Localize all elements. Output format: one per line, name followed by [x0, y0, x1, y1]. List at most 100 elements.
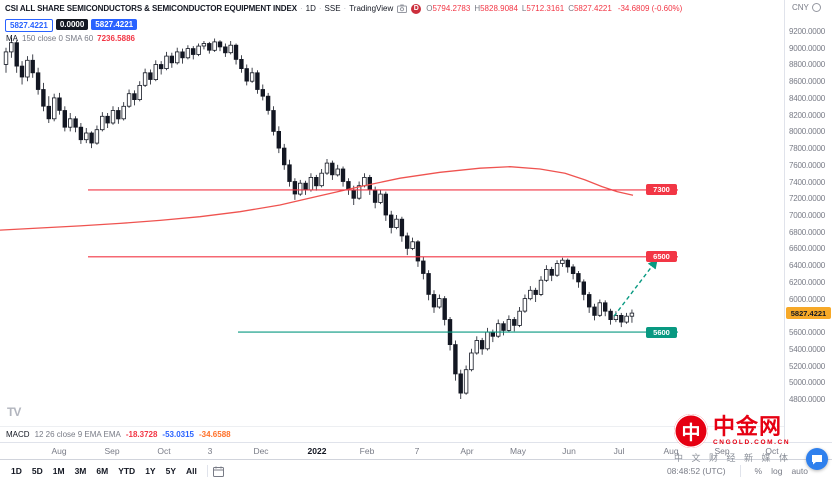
separator-dot: · [299, 4, 303, 13]
high-value: 5828.9084 [480, 4, 518, 13]
price-label-blue[interactable]: 5827.4221 [91, 19, 138, 30]
range-button-1m[interactable]: 1M [52, 466, 65, 476]
range-button-1d[interactable]: 1D [11, 466, 22, 476]
tradingview-brand-label: TradingView [349, 4, 394, 13]
price-axis-label: 8000.0000 [789, 127, 826, 137]
close-label: C [568, 4, 574, 13]
exchange-label[interactable]: SSE [324, 4, 341, 13]
price-axis-label: 9000.0000 [789, 43, 826, 53]
watermark-tagline: 中 文 财 经 新 媒 体 [674, 453, 792, 463]
range-button-3m[interactable]: 3M [74, 466, 87, 476]
price-axis-label: 6400.0000 [789, 261, 826, 271]
time-axis-label: Aug [663, 446, 679, 456]
time-axis-label: Dec [253, 446, 269, 456]
candlestick-series[interactable] [3, 37, 635, 399]
currency-label: CNY [792, 3, 809, 12]
range-button-ytd[interactable]: YTD [118, 466, 136, 476]
level-badge-5600[interactable]: 5600 [646, 326, 677, 338]
macd-indicator-name: MACD [6, 430, 30, 439]
time-axis-label: Oct [765, 446, 779, 456]
circle-icon[interactable] [811, 3, 821, 12]
cngold-logo-icon: 中 [674, 414, 708, 448]
range-button-all[interactable]: All [186, 466, 197, 476]
level-badge-6500[interactable]: 6500 [646, 251, 677, 263]
price-label-outline[interactable]: 5827.4221 [5, 19, 53, 32]
projection-arrow[interactable] [613, 258, 658, 317]
chart-canvas[interactable] [0, 17, 784, 442]
interval-badge: D [411, 3, 422, 14]
low-label: L [521, 4, 527, 13]
close-value: 5827.4221 [573, 4, 612, 13]
price-axis-label: 4800.0000 [789, 395, 826, 404]
price-axis-label: 8800.0000 [789, 60, 826, 70]
time-axis-label: 2022 [307, 446, 327, 456]
price-axis-label: 6000.0000 [789, 294, 826, 304]
toolbar-divider [739, 465, 741, 477]
chart-header: CSI ALL SHARE SEMICONDUCTORS & SEMICONDU… [0, 0, 789, 17]
price-axis-label: 6600.0000 [789, 244, 826, 254]
ma150-line[interactable] [0, 166, 634, 231]
level-badge-7300[interactable]: 7300 [646, 184, 677, 196]
separator-dot: · [343, 4, 347, 13]
macd-indicator-row[interactable]: MACD 12 26 close 9 EMA EMA -18.3728 -53.0… [6, 430, 231, 439]
macd-values: -18.3728 -53.0315 -34.6588 [126, 430, 231, 439]
tradingview-logo-icon[interactable]: TV [7, 405, 21, 419]
range-buttons: 1D 5D 1M 3M 6M YTD 1Y 5Y All [6, 464, 202, 478]
price-axis-label: 8600.0000 [789, 77, 826, 87]
macd-indicator-params: 12 26 close 9 EMA EMA [34, 430, 121, 439]
chat-bubble-icon[interactable] [806, 448, 828, 470]
camera-icon[interactable] [397, 4, 408, 13]
pane-separator[interactable] [0, 426, 784, 427]
macd-value: -53.0315 [162, 430, 195, 439]
time-axis-label: Aug [51, 446, 67, 456]
time-axis-label: Feb [359, 446, 375, 456]
high-label: H [474, 4, 481, 13]
time-axis-label: May [509, 446, 527, 456]
ohlc-readout: O5794.2783 H5828.9084 L5712.3161 C5827.4… [426, 4, 682, 13]
price-axis-label: 5400.0000 [789, 344, 826, 354]
log-scale-button[interactable]: log [771, 466, 783, 476]
toolbar-divider [206, 465, 208, 477]
symbol-title[interactable]: CSI ALL SHARE SEMICONDUCTORS & SEMICONDU… [5, 4, 297, 13]
open-label: O [426, 4, 433, 13]
ma-indicator-row[interactable]: MA 150 close 0 SMA 60 7236.5886 [6, 34, 135, 43]
price-axis-label: 7200.0000 [789, 194, 826, 204]
macd-value: -34.6588 [199, 430, 231, 439]
last-price-badge: 5827.4221 [786, 307, 831, 320]
price-axis-label: 6200.0000 [789, 277, 826, 287]
macd-value: -18.3728 [125, 430, 158, 439]
time-axis[interactable]: Aug Sep Oct 3 Dec 2022 Feb 7 Apr May Jun Jul Aug Sep O… [0, 442, 832, 460]
time-axis-label: 3 [207, 446, 213, 456]
auto-scale-button[interactable]: auto [791, 466, 808, 476]
separator-dot: · [318, 4, 322, 13]
range-button-6m[interactable]: 6M [96, 466, 109, 476]
cngold-watermark: 中 中金网 CNGOLD.COM.CN 中 文 财 经 新 媒 体 [674, 414, 824, 464]
calendar-icon[interactable] [212, 466, 224, 477]
price-axis[interactable]: CNY 9200.0000 9000.0000 8800.0000 8600.0000… [784, 0, 832, 442]
range-button-5y[interactable]: 5Y [165, 466, 176, 476]
percent-scale-button[interactable]: % [754, 466, 763, 476]
watermark-domain: CNGOLD.COM.CN [713, 438, 791, 446]
time-axis-label: Oct [157, 446, 171, 456]
open-value: 5794.2783 [432, 4, 471, 13]
price-axis-label: 5000.0000 [789, 378, 826, 388]
bottom-toolbar: 1D 5D 1M 3M 6M YTD 1Y 5Y All 08:48:52 (UTC) % lo… [0, 459, 832, 482]
price-axis-label: 5600.0000 [789, 328, 826, 338]
ma-indicator-name: MA [6, 34, 18, 43]
clock-utc[interactable]: 08:48:52 (UTC) [666, 466, 726, 476]
price-axis-label: 8400.0000 [789, 93, 826, 103]
change-value: -34.6809 (-0.60%) [617, 4, 683, 13]
price-axis-label: 7000.0000 [789, 211, 826, 220]
range-button-1y[interactable]: 1Y [145, 466, 156, 476]
range-button-5d[interactable]: 5D [31, 466, 43, 476]
low-value: 5712.3161 [526, 4, 565, 13]
time-axis-label: Jun [562, 446, 576, 456]
price-label-badges: 5827.4221 0.0000 5827.4221 [5, 19, 138, 32]
interval-label[interactable]: 1D [305, 4, 316, 13]
price-label-dark[interactable]: 0.0000 [55, 19, 89, 30]
time-axis-label: Sep [104, 446, 120, 456]
price-axis-label: 5200.0000 [789, 361, 826, 371]
time-axis-label: Sep [714, 446, 730, 456]
price-axis-label: 7600.0000 [789, 160, 826, 170]
chart-drawings-overlay: 7300 6500 5600 [0, 17, 784, 442]
